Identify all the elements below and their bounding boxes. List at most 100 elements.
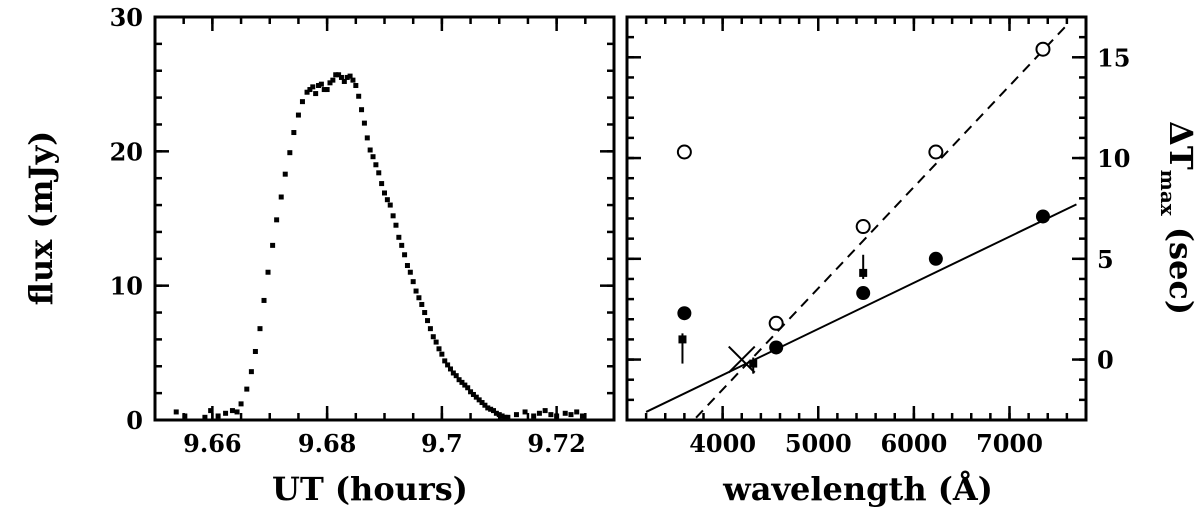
right-y-axis-label-unit: (sec) (1162, 216, 1200, 315)
flux-point (370, 154, 376, 160)
flux-point (321, 87, 327, 93)
flux-point (327, 80, 333, 86)
flux-point (442, 358, 448, 364)
right-x-axis-label: wavelength (Å) (722, 470, 993, 508)
open-circle-point (676, 144, 692, 160)
right-x-tick-label: 6000 (880, 429, 947, 458)
flux-point (316, 83, 322, 89)
flux-point (505, 414, 511, 420)
flux-point (376, 170, 382, 176)
flux-point (436, 346, 442, 352)
left-plot-frame (153, 15, 616, 422)
left-x-axis-label: UT (hours) (272, 470, 468, 508)
open-circle-point (855, 219, 871, 235)
flux-data-points (173, 72, 585, 420)
filled-circle-point (928, 251, 943, 266)
left-x-tick-label: 9.7 (421, 429, 463, 458)
left-x-tick-label: 9.66 (183, 429, 241, 458)
flux-point (568, 412, 574, 418)
flux-point (215, 413, 221, 419)
flux-point (270, 242, 276, 248)
flux-point (361, 120, 367, 126)
flux-point (433, 339, 439, 345)
flux-point (402, 252, 408, 258)
flux-point (356, 93, 362, 99)
left-axis-ticks (153, 15, 616, 422)
right-y-tick-label: 15 (1097, 43, 1130, 72)
flux-point (382, 190, 387, 196)
flux-point (318, 81, 324, 87)
flux-point (278, 194, 284, 200)
flux-point (473, 394, 479, 400)
solid-fit-line (645, 203, 1077, 413)
flux-point (333, 72, 339, 78)
open-circle-point (928, 144, 944, 160)
flux-point (399, 242, 405, 248)
flux-point (223, 410, 229, 416)
flux-point (393, 222, 399, 228)
flux-point (359, 107, 365, 113)
left-y-tick-label: 10 (110, 272, 143, 301)
flux-point (548, 412, 554, 418)
flux-point (341, 78, 347, 84)
flux-point (496, 412, 502, 418)
flux-point (208, 408, 214, 414)
flux-point (485, 405, 491, 411)
flux-point (282, 171, 288, 177)
flux-point (384, 197, 390, 203)
flux-point (229, 408, 235, 414)
flux-point (522, 409, 528, 415)
right-x-tick-label: 4000 (689, 429, 756, 458)
flux-point (304, 89, 310, 95)
fit-lines (645, 24, 1077, 420)
flux-point (465, 385, 471, 391)
flux-point (274, 217, 280, 223)
flux-point (347, 73, 353, 79)
flux-point (427, 326, 433, 332)
flux-point (379, 181, 385, 187)
flux-point (499, 413, 505, 419)
flux-point (291, 130, 297, 136)
light-curve-panel: 9.66 9.68 9.7 9.72 0 10 20 30 UT (hours) flux (… (22, 3, 616, 508)
flux-point (542, 408, 548, 414)
flux-point (456, 377, 462, 383)
flux-point (562, 410, 568, 416)
right-y-tick-label: 0 (1097, 346, 1114, 375)
flux-point (336, 72, 342, 78)
right-x-tick-label: 7000 (976, 429, 1043, 458)
right-x-tick-label: 5000 (785, 429, 852, 458)
flux-point (307, 87, 313, 93)
flux-point (502, 414, 508, 420)
right-y-axis-label-subscript: max (1156, 170, 1180, 217)
left-y-axis-label: flux (mJy) (22, 131, 60, 306)
open-circle-point (768, 315, 784, 331)
right-y-axis-label: ΔTmax (sec) (1156, 121, 1200, 315)
flux-point (422, 310, 428, 316)
flux-point (410, 279, 416, 285)
right-y-axis-label-main: ΔT (1162, 121, 1200, 170)
right-axis-ticks (625, 15, 1088, 422)
filled-circle-point (677, 306, 692, 321)
flux-point (404, 263, 410, 269)
flux-point (182, 413, 188, 419)
flux-point (493, 410, 499, 416)
flux-point (579, 413, 585, 419)
flux-point (310, 84, 316, 90)
flux-point (313, 91, 319, 97)
flux-point (479, 400, 485, 406)
flux-point (299, 99, 305, 105)
flux-point (439, 351, 445, 357)
right-y-tick-label: 5 (1097, 245, 1114, 274)
flux-point (476, 397, 482, 403)
flux-point (387, 202, 393, 208)
flux-point (173, 409, 179, 415)
flux-point (338, 74, 344, 80)
flux-point (295, 112, 301, 118)
flux-point (257, 326, 263, 332)
filled-circle-point (1035, 209, 1050, 224)
flux-point (536, 410, 542, 416)
flux-point (261, 297, 267, 303)
cross-marker-stroke (728, 345, 756, 374)
flux-point (353, 83, 359, 89)
